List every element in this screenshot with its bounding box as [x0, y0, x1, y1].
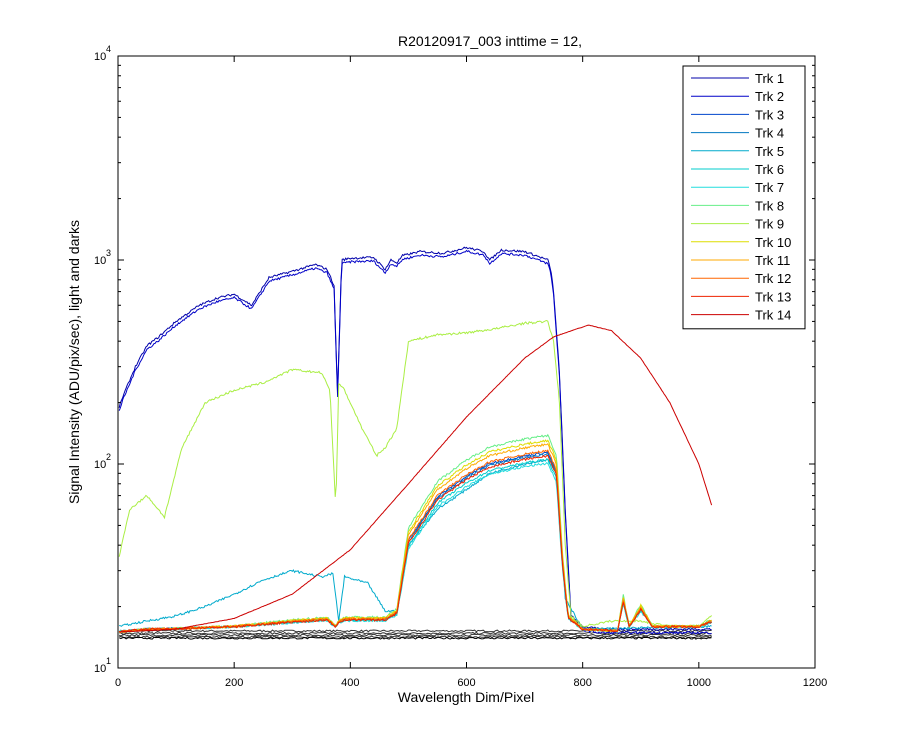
- y-tick-label-base: 10: [94, 255, 106, 267]
- y-tick-label-exp: 2: [106, 452, 111, 462]
- x-tick-label: 0: [115, 677, 121, 689]
- x-tick-label: 1200: [803, 677, 827, 689]
- x-tick-label: 600: [457, 677, 475, 689]
- legend-label: Trk 2: [755, 89, 784, 104]
- legend-label: Trk 5: [755, 144, 784, 159]
- x-axis-label: Wavelength Dim/Pixel: [398, 689, 534, 705]
- y-tick-label-exp: 4: [106, 44, 111, 54]
- legend-label: Trk 3: [755, 107, 784, 122]
- y-tick-label-base: 10: [94, 663, 106, 675]
- series-line-14: [119, 324, 713, 633]
- series-line-13: [119, 454, 712, 633]
- x-tick-label: 1000: [687, 677, 711, 689]
- series-line-2: [118, 249, 712, 635]
- chart-title: R20120917_003 inttime = 12,: [398, 33, 582, 49]
- legend-box: [682, 65, 806, 330]
- legend-label: Trk 8: [755, 198, 784, 213]
- legend-label: Trk 4: [755, 126, 784, 141]
- series-line-9: [118, 319, 712, 629]
- legend-label: Trk 9: [755, 217, 784, 232]
- dark-line: [118, 636, 712, 640]
- series-line-11: [118, 443, 712, 634]
- x-tick-label: 200: [225, 677, 243, 689]
- x-tick-label: 800: [573, 677, 591, 689]
- legend-label: Trk 10: [755, 235, 791, 250]
- y-tick-label-base: 10: [94, 459, 106, 471]
- y-tick-label-exp: 3: [106, 248, 111, 258]
- y-tick-label-exp: 1: [106, 656, 111, 666]
- legend-label: Trk 1: [755, 71, 784, 86]
- dark-line: [119, 635, 712, 639]
- y-tick-label-base: 10: [94, 51, 106, 63]
- legend-label: Trk 11: [755, 253, 790, 268]
- y-axis-label: Signal Intensity (ADU/pix/sec), light an…: [66, 220, 82, 504]
- legend-label: Trk 7: [755, 180, 784, 195]
- x-tick-label: 400: [341, 677, 359, 689]
- legend-label: Trk 13: [755, 289, 791, 304]
- legend-label: Trk 6: [755, 162, 784, 177]
- legend-label: Trk 14: [755, 308, 791, 323]
- legend: Trk 1 Trk 2 Trk 3 Trk 4 Trk 5 Trk 6 Trk 7 Trk 8…: [682, 65, 806, 330]
- legend-label: Trk 12: [755, 271, 791, 286]
